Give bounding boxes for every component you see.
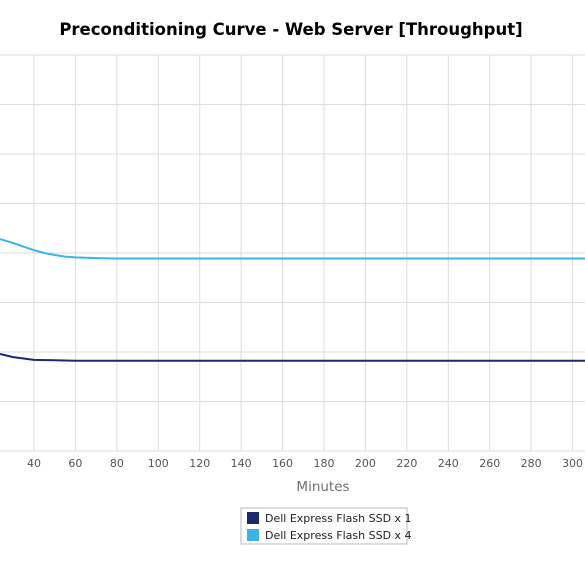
x-tick-label: 100 [148,457,169,470]
series-line-ssd-x1 [0,353,585,362]
x-tick-label: 140 [231,457,252,470]
legend-label-ssd-x1: Dell Express Flash SSD x 1 [265,512,412,525]
chart-title: Preconditioning Curve - Web Server [Thro… [59,20,522,39]
plot-area [0,238,585,362]
legend-box [240,507,408,545]
x-tick-label: 300 [562,457,583,470]
x-tick-label: 240 [438,457,459,470]
series-line-ssd-x4 [0,238,585,260]
gridlines [0,54,585,452]
x-axis-label: Minutes [296,479,349,495]
x-tick-label: 280 [521,457,542,470]
x-tick-label: 60 [68,457,82,470]
x-tick-label: 160 [272,457,293,470]
legend-label-ssd-x4: Dell Express Flash SSD x 4 [265,529,412,542]
legend-swatch-ssd-x1 [247,512,259,524]
legend: Dell Express Flash SSD x 1 Dell Express … [240,507,412,545]
legend-swatch-ssd-x4 [247,529,259,541]
x-tick-label: 180 [313,457,334,470]
x-tick-label: 220 [396,457,417,470]
x-tick-label: 120 [189,457,210,470]
x-tick-label: 200 [355,457,376,470]
x-tick-label: 260 [479,457,500,470]
x-tick-label: 40 [27,457,41,470]
x-tick-label: 80 [110,457,124,470]
x-axis-ticks: 40 60 80 100 120 140 160 180 200 220 240 260 280 300 [27,457,583,470]
